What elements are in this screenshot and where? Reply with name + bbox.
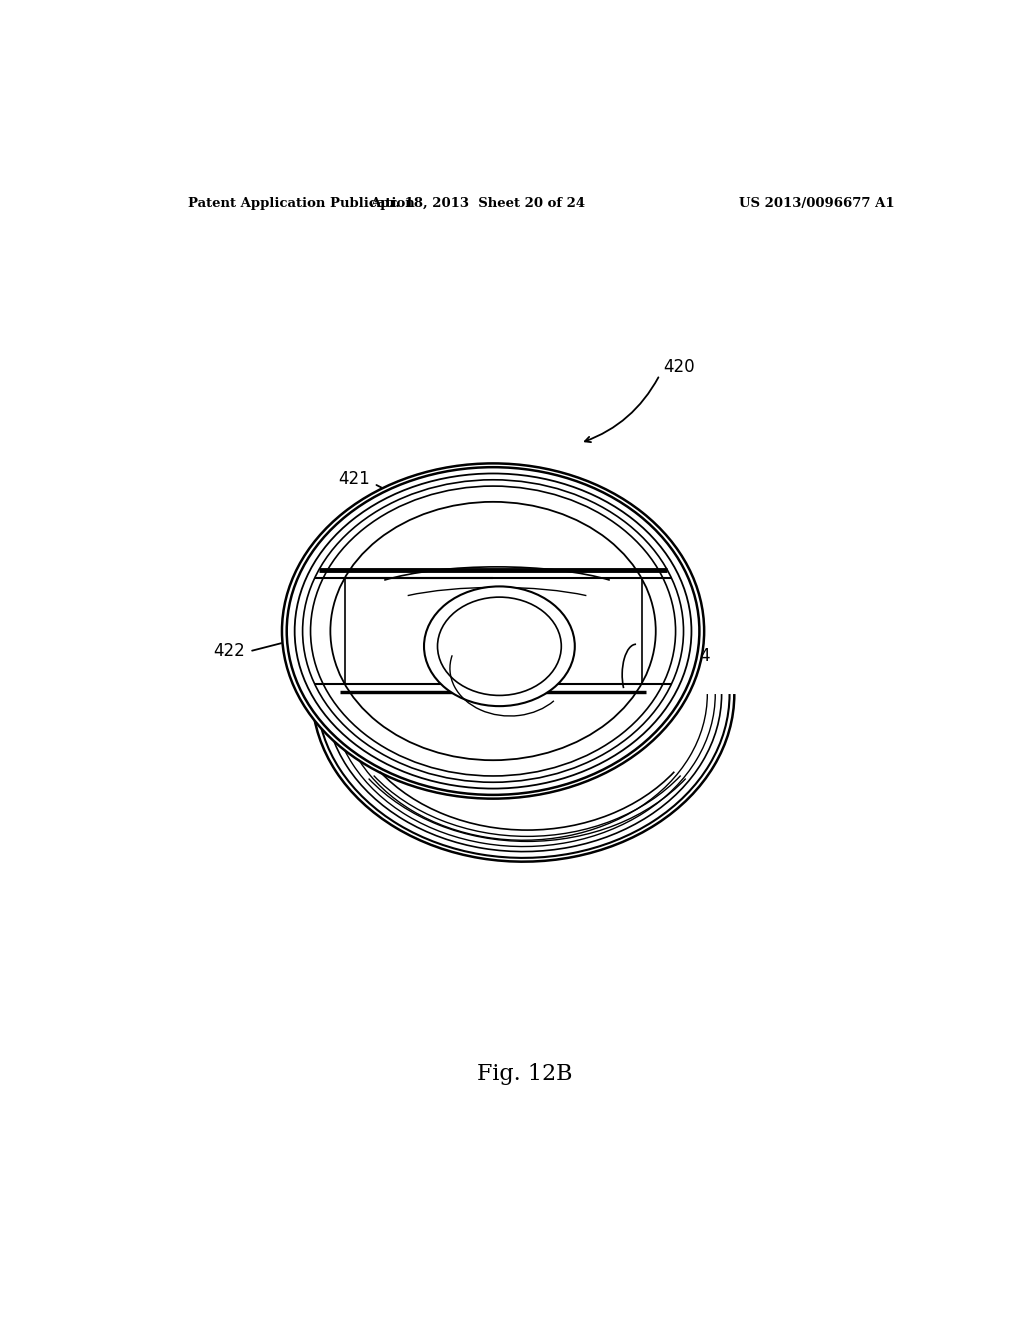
Text: 424: 424: [680, 647, 712, 665]
Text: Fig. 12B: Fig. 12B: [477, 1063, 572, 1085]
Text: 420: 420: [664, 358, 695, 376]
Ellipse shape: [424, 586, 574, 706]
Text: 422: 422: [214, 643, 246, 660]
Ellipse shape: [282, 463, 705, 800]
Text: US 2013/0096677 A1: US 2013/0096677 A1: [739, 197, 895, 210]
Text: Patent Application Publication: Patent Application Publication: [187, 197, 415, 210]
Ellipse shape: [331, 502, 655, 760]
Text: 421: 421: [338, 470, 370, 487]
Text: Apr. 18, 2013  Sheet 20 of 24: Apr. 18, 2013 Sheet 20 of 24: [370, 197, 585, 210]
